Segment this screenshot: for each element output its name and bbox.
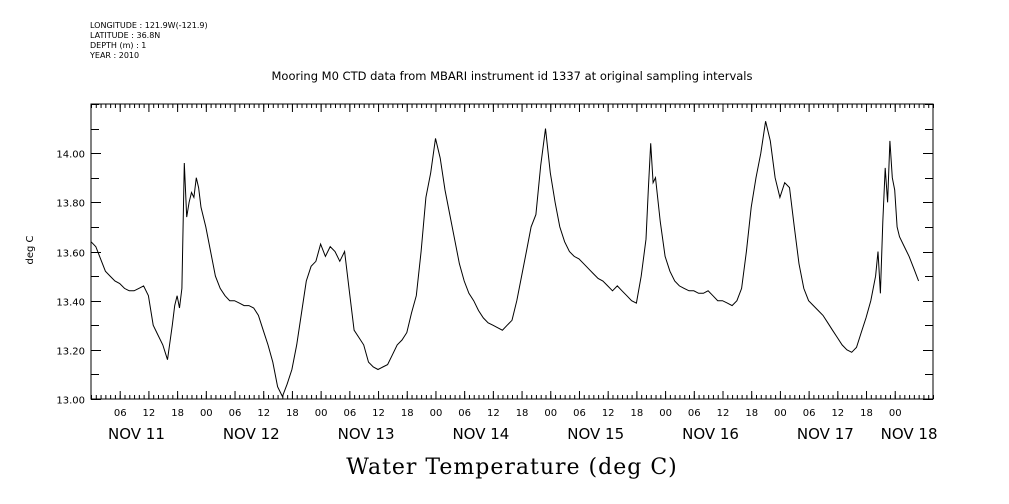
- y-tick-label: 13.80: [56, 199, 85, 210]
- y-tick-label: 13.40: [56, 298, 85, 309]
- x-tick-label: 00: [430, 408, 443, 419]
- x-tick-label: 18: [286, 408, 299, 419]
- metadata-block: LONGITUDE : 121.9W(-121.9) LATITUDE : 36…: [90, 21, 208, 61]
- x-tick-label: 12: [372, 408, 385, 419]
- series-line-water-temperature: [90, 121, 920, 398]
- x-tick-label: 18: [631, 408, 644, 419]
- x-tick-label: 06: [458, 408, 471, 419]
- axis-ticks: [91, 104, 934, 400]
- tick-labels: 06 12 18 00 06 12 18 00 06 12 18 00 06 12 18 00 06 12 18 00…: [56, 150, 937, 444]
- x-tick-label: 12: [143, 408, 156, 419]
- x-tick-label: 06: [688, 408, 701, 419]
- x-tick-label: 12: [831, 408, 844, 419]
- x-tick-label: 06: [573, 408, 586, 419]
- y-tick-label: 13.00: [56, 396, 85, 407]
- x-day-label: NOV 11: [108, 425, 165, 443]
- x-tick-label: 06: [229, 408, 242, 419]
- x-day-label: NOV 18: [881, 425, 938, 443]
- x-tick-label: 00: [889, 408, 902, 419]
- x-tick-label: 12: [602, 408, 615, 419]
- x-tick-label: 06: [803, 408, 816, 419]
- x-day-label: NOV 16: [682, 425, 739, 443]
- x-tick-label: 00: [544, 408, 557, 419]
- x-tick-label: 00: [774, 408, 787, 419]
- x-tick-label: 00: [200, 408, 213, 419]
- longitude-label: LONGITUDE : 121.9W(-121.9): [90, 21, 208, 30]
- y-tick-label: 13.60: [56, 249, 85, 260]
- year-label: YEAR : 2010: [90, 51, 140, 60]
- x-axis-label: Water Temperature (deg C): [346, 455, 678, 480]
- x-tick-label: 18: [171, 408, 184, 419]
- depth-label: DEPTH (m) : 1: [90, 41, 147, 50]
- x-day-label: NOV 15: [567, 425, 624, 443]
- x-tick-label: 18: [745, 408, 758, 419]
- x-day-label: NOV 14: [452, 425, 509, 443]
- x-tick-label: 18: [401, 408, 414, 419]
- x-day-label: NOV 13: [338, 425, 395, 443]
- x-tick-label: 06: [343, 408, 356, 419]
- latitude-label: LATITUDE : 36.8N: [90, 31, 161, 40]
- x-tick-label: 12: [257, 408, 270, 419]
- x-tick-label: 00: [659, 408, 672, 419]
- y-tick-label: 14.00: [56, 150, 85, 161]
- x-day-label: NOV 12: [223, 425, 280, 443]
- x-tick-label: 18: [516, 408, 529, 419]
- y-axis-label: deg C: [25, 235, 36, 264]
- chart-title: Mooring M0 CTD data from MBARI instrumen…: [272, 69, 753, 83]
- y-tick-label: 13.20: [56, 347, 85, 358]
- x-tick-label: 12: [487, 408, 500, 419]
- x-tick-label: 18: [860, 408, 873, 419]
- x-day-label: NOV 17: [797, 425, 854, 443]
- x-tick-label: 00: [315, 408, 328, 419]
- x-tick-label: 06: [114, 408, 127, 419]
- plot-frame: [90, 103, 934, 400]
- x-tick-label: 12: [717, 408, 730, 419]
